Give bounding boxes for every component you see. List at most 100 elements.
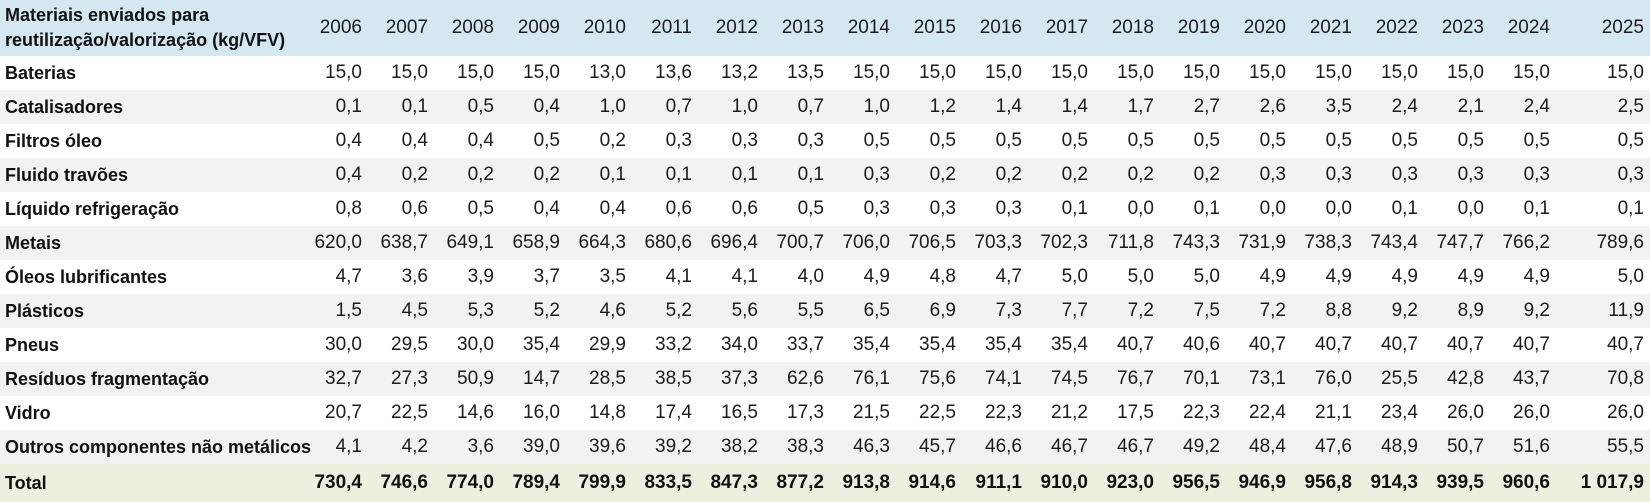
value-cell: 48,9 xyxy=(1381,436,1418,457)
value-cell: 30,0 xyxy=(325,334,362,355)
value-cell: 55,5 xyxy=(1607,436,1644,457)
value-cell: 17,3 xyxy=(787,402,824,423)
value-cell: 0,3 xyxy=(863,164,890,185)
value-cell: 22,3 xyxy=(985,402,1022,423)
total-value-cell: 960,6 xyxy=(1502,472,1550,493)
value-cell: 9,2 xyxy=(1391,300,1418,321)
value-cell: 4,1 xyxy=(731,266,758,287)
value-cell: 702,3 xyxy=(1040,232,1088,253)
value-cell: 20,7 xyxy=(325,402,362,423)
value-cell: 6,9 xyxy=(929,300,956,321)
value-cell: 7,5 xyxy=(1193,300,1220,321)
value-cell: 49,2 xyxy=(1183,436,1220,457)
value-cell: 14,6 xyxy=(457,402,494,423)
value-cell: 0,3 xyxy=(665,130,692,151)
value-cell: 15,0 xyxy=(919,62,956,83)
value-cell: 1,5 xyxy=(335,300,362,321)
value-cell: 25,5 xyxy=(1381,368,1418,389)
value-cell: 5,2 xyxy=(533,300,560,321)
total-value-cell: 799,9 xyxy=(578,472,626,493)
row-label: Óleos lubrificantes xyxy=(5,266,168,287)
value-cell: 38,5 xyxy=(655,368,692,389)
value-cell: 21,1 xyxy=(1315,402,1352,423)
value-cell: 76,1 xyxy=(853,368,890,389)
value-cell: 0,1 xyxy=(797,164,824,185)
value-cell: 0,6 xyxy=(665,198,692,219)
year-header-cell: 2020 xyxy=(1243,17,1286,38)
value-cell: 11,9 xyxy=(1608,300,1644,321)
value-cell: 35,4 xyxy=(919,334,956,355)
value-cell: 3,7 xyxy=(533,266,560,287)
value-cell: 0,5 xyxy=(1391,130,1418,151)
year-header-cell: 2024 xyxy=(1507,17,1550,38)
value-cell: 0,0 xyxy=(1325,198,1352,219)
year-header-cell: 2022 xyxy=(1375,17,1418,38)
value-cell: 4,9 xyxy=(1457,266,1484,287)
value-cell: 15,0 xyxy=(1315,62,1352,83)
value-cell: 46,7 xyxy=(1117,436,1154,457)
value-cell: 46,7 xyxy=(1051,436,1088,457)
total-value-cell: 913,8 xyxy=(842,472,890,493)
value-cell: 0,3 xyxy=(1457,164,1484,185)
value-cell: 0,2 xyxy=(1127,164,1154,185)
value-cell: 9,2 xyxy=(1523,300,1550,321)
value-cell: 62,6 xyxy=(787,368,824,389)
value-cell: 0,3 xyxy=(1325,164,1352,185)
year-header-cell: 2018 xyxy=(1111,17,1154,38)
value-cell: 738,3 xyxy=(1304,232,1352,253)
value-cell: 0,0 xyxy=(1127,198,1154,219)
value-cell: 1,0 xyxy=(731,96,758,117)
value-cell: 4,6 xyxy=(599,300,626,321)
value-cell: 0,6 xyxy=(401,198,428,219)
value-cell: 0,4 xyxy=(467,130,494,151)
year-header-cell: 2023 xyxy=(1441,17,1484,38)
value-cell: 15,0 xyxy=(457,62,494,83)
table-title-line2: reutilização/valorização (kg/VFV) xyxy=(5,30,286,50)
row-label: Metais xyxy=(5,232,62,253)
table-row: Pneus 30,0 29,5 30,0 35,4 29,9 33,2 34,0 33,7 35,… xyxy=(0,328,1650,362)
year-header-cell: 2011 xyxy=(651,17,692,38)
value-cell: 0,7 xyxy=(797,96,824,117)
value-cell: 21,2 xyxy=(1051,402,1088,423)
value-cell: 15,0 xyxy=(1381,62,1418,83)
value-cell: 2,7 xyxy=(1193,96,1220,117)
value-cell: 27,3 xyxy=(391,368,428,389)
value-cell: 35,4 xyxy=(985,334,1022,355)
value-cell: 0,4 xyxy=(335,130,362,151)
value-cell: 39,0 xyxy=(523,436,560,457)
value-cell: 5,2 xyxy=(665,300,692,321)
value-cell: 32,7 xyxy=(325,368,362,389)
value-cell: 4,9 xyxy=(1325,266,1352,287)
value-cell: 40,7 xyxy=(1381,334,1418,355)
value-cell: 26,0 xyxy=(1513,402,1550,423)
value-cell: 30,0 xyxy=(457,334,494,355)
value-cell: 0,3 xyxy=(929,198,956,219)
value-cell: 0,5 xyxy=(797,198,824,219)
value-cell: 73,1 xyxy=(1249,368,1286,389)
value-cell: 0,5 xyxy=(1617,130,1644,151)
value-cell: 0,4 xyxy=(599,198,626,219)
value-cell: 5,0 xyxy=(1193,266,1220,287)
value-cell: 0,1 xyxy=(1391,198,1418,219)
value-cell: 2,1 xyxy=(1457,96,1484,117)
total-value-cell: 914,6 xyxy=(908,472,956,493)
value-cell: 17,5 xyxy=(1117,402,1154,423)
value-cell: 0,5 xyxy=(1523,130,1550,151)
value-cell: 0,1 xyxy=(401,96,428,117)
total-value-cell: 730,4 xyxy=(314,472,362,493)
year-header-cell: 2017 xyxy=(1045,17,1088,38)
value-cell: 731,9 xyxy=(1238,232,1286,253)
value-cell: 76,0 xyxy=(1315,368,1352,389)
value-cell: 766,2 xyxy=(1502,232,1550,253)
value-cell: 34,0 xyxy=(721,334,758,355)
value-cell: 789,6 xyxy=(1596,232,1644,253)
value-cell: 29,9 xyxy=(589,334,626,355)
value-cell: 0,3 xyxy=(731,130,758,151)
value-cell: 0,5 xyxy=(1457,130,1484,151)
total-value-cell: 746,6 xyxy=(380,472,428,493)
table-row: Vidro 20,7 22,5 14,6 16,0 14,8 17,4 16,5 17,3 21,… xyxy=(0,396,1650,430)
value-cell: 5,6 xyxy=(731,300,758,321)
total-value-cell: 877,2 xyxy=(776,472,824,493)
value-cell: 0,4 xyxy=(533,96,560,117)
header-row: Materiais enviados para reutilização/val… xyxy=(0,0,1650,56)
